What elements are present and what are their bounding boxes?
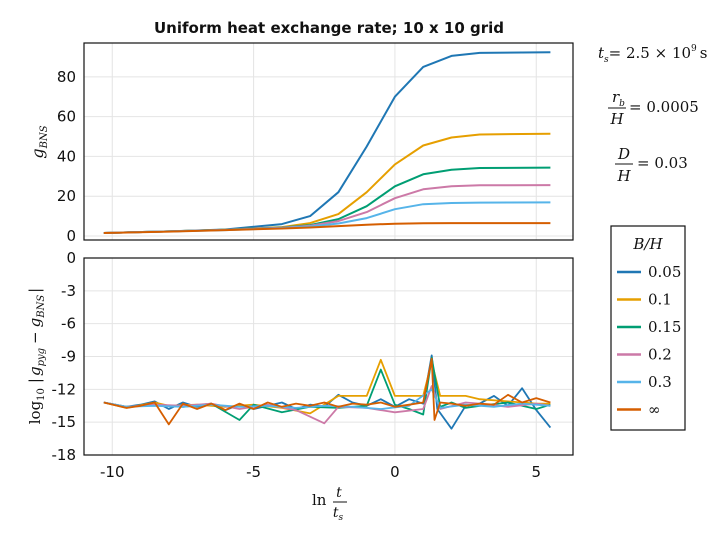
bottom-y-tick-labels: -18 -15 -12 -9 -6 -3 0 [52, 249, 77, 464]
legend-title: B/H [632, 235, 663, 253]
legend-entries: 0.05 0.1 0.15 0.2 0.3 ∞ [617, 263, 681, 419]
annotation-ts: ts= 2.5 × 109 s [598, 44, 707, 65]
annotation-d-over-h: D H = 0.03 [615, 145, 688, 185]
bottom-x-tick-labels: -10 -5 0 5 [100, 463, 541, 481]
top-y-tick-label: 40 [57, 147, 76, 165]
bottom-y-tick-label: -15 [52, 413, 77, 431]
bottom-gridlines [84, 257, 573, 456]
top-series-line-inf [103, 222, 551, 234]
bottom-plot-frame [83, 257, 574, 456]
bottom-y-tick-label: -6 [61, 315, 76, 333]
bottom-y-tick-label: -3 [61, 282, 76, 300]
legend-label-0.1: 0.1 [648, 291, 672, 309]
top-series-line-0.05 [103, 51, 551, 234]
top-plot-frame [83, 42, 574, 241]
legend: B/H 0.05 0.1 0.15 0.2 0.3 ∞ [610, 225, 686, 431]
top-y-tick-label: 0 [66, 227, 76, 245]
top-y-tick-label: 20 [57, 187, 76, 205]
legend-label-0.2: 0.2 [648, 346, 672, 364]
annotation-rb-over-h: rb H = 0.0005 [608, 88, 699, 128]
legend-label-0.05: 0.05 [648, 263, 681, 281]
top-series-line-0.1 [103, 132, 551, 234]
bottom-y-axis-label: log10|gpyg−gBNS| [26, 288, 47, 425]
top-series-group [103, 51, 551, 234]
top-y-tick-label: 60 [57, 108, 76, 126]
top-gridlines [84, 43, 573, 240]
svg-text:ln: ln [312, 491, 327, 509]
bottom-x-tick-label: 5 [531, 463, 541, 481]
svg-text:= 0.03: = 0.03 [637, 154, 688, 172]
bottom-x-tick-label: -5 [246, 463, 261, 481]
legend-label-0.3: 0.3 [648, 373, 672, 391]
svg-text:D: D [617, 145, 630, 163]
top-y-axis-label: gBNS [28, 125, 50, 158]
bottom-series-line-0.05 [103, 354, 552, 430]
top-y-tick-labels: 0 20 40 60 80 [57, 68, 76, 245]
svg-text:= 0.0005: = 0.0005 [629, 98, 699, 116]
svg-text:t: t [336, 485, 342, 501]
bottom-y-tick-label: 0 [66, 249, 76, 267]
top-y-tick-label: 80 [57, 68, 76, 86]
bottom-series-line-0.15 [103, 356, 551, 421]
svg-text:H: H [616, 167, 631, 185]
bottom-x-tick-label: 0 [390, 463, 400, 481]
bottom-y-tick-label: -12 [52, 380, 77, 398]
svg-text:H: H [609, 110, 624, 128]
svg-text:rb: rb [612, 88, 625, 109]
svg-text:ts: ts [333, 505, 344, 523]
legend-label-0.15: 0.15 [648, 318, 681, 336]
bottom-series-group [103, 354, 552, 430]
chart-title: Uniform heat exchange rate; 10 x 10 grid [154, 19, 504, 37]
bottom-series-line-inf [103, 357, 551, 426]
bottom-y-tick-label: -18 [52, 446, 77, 464]
bottom-y-tick-label: -9 [61, 348, 76, 366]
bottom-x-tick-label: -10 [100, 463, 125, 481]
x-axis-label: ln t ts [312, 485, 347, 523]
legend-label-inf: ∞ [648, 401, 661, 419]
